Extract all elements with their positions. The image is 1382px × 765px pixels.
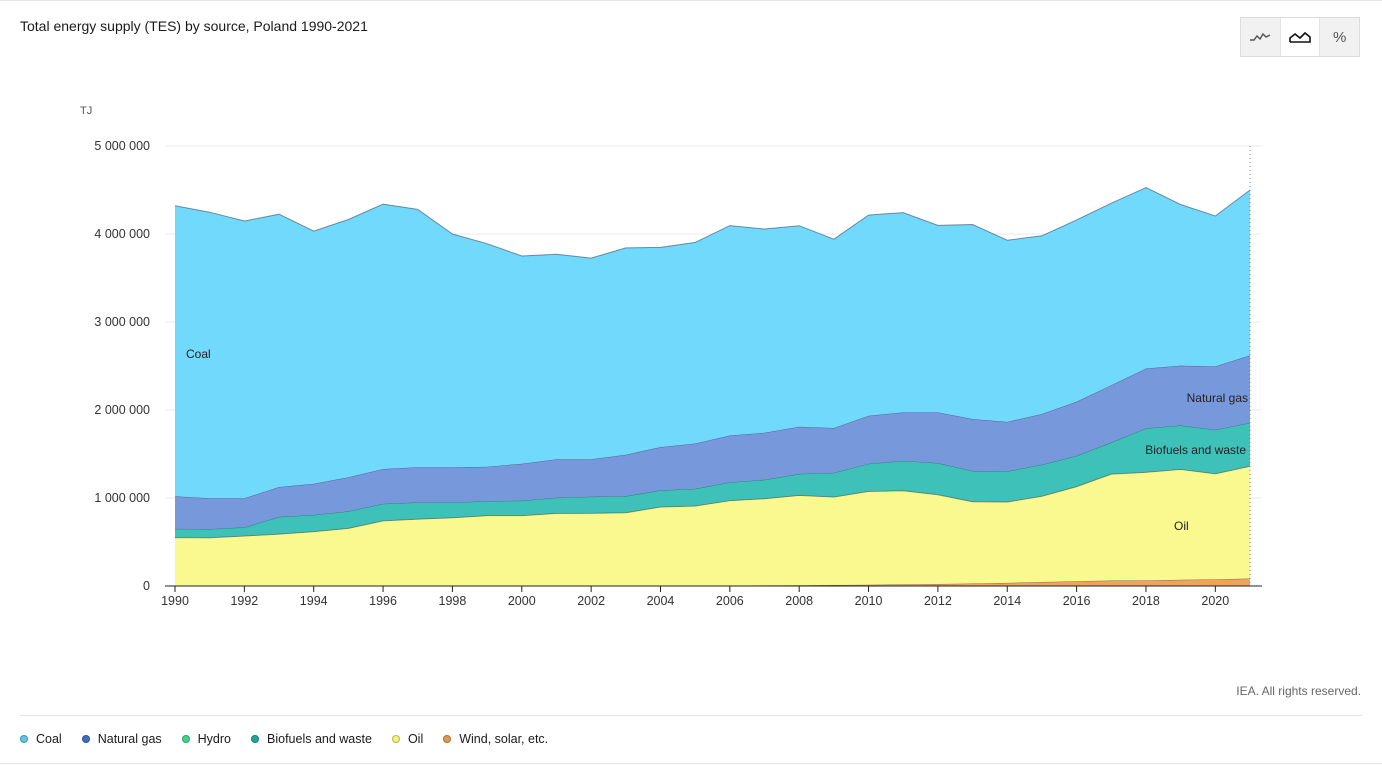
x-tick-label: 1990 <box>161 594 189 608</box>
legend-item-oil[interactable]: Oil <box>391 732 424 746</box>
x-tick-label: 2004 <box>647 594 675 608</box>
x-tick-label: 2010 <box>855 594 883 608</box>
area-label-oil: Oil <box>1174 519 1189 533</box>
chart-title: Total energy supply (TES) by source, Pol… <box>20 18 368 34</box>
y-tick-label: 4 000 000 <box>94 227 150 241</box>
area-coal <box>175 187 1250 499</box>
area-edge-line <box>174 187 1251 259</box>
x-tick-label: 2018 <box>1132 594 1160 608</box>
legend-item-wind-solar[interactable]: Wind, solar, etc. <box>443 732 548 746</box>
chart-view-toggle: % <box>1240 17 1360 57</box>
area-label-coal: Coal <box>186 347 211 361</box>
y-tick-label: 2 000 000 <box>94 403 150 417</box>
legend-dot-coal <box>20 735 28 743</box>
area-label-natural-gas: Natural gas <box>1187 391 1248 405</box>
legend-dot-natural-gas <box>81 735 90 743</box>
area-oil <box>175 466 1250 586</box>
area-label-biofuels: Biofuels and waste <box>1145 443 1246 457</box>
y-tick-label: 1 000 000 <box>94 491 150 505</box>
chart-plot: TJ 0 1 000 000 2 000 000 3 000 000 4 000 000 5… <box>80 105 1262 608</box>
percent-icon: % <box>1333 28 1347 46</box>
x-tick-label: 2012 <box>924 594 952 608</box>
x-tick-label: 2014 <box>993 594 1021 608</box>
legend-dot-biofuels <box>251 735 259 743</box>
x-tick-label: 2020 <box>1201 594 1229 608</box>
x-tick-label: 2016 <box>1063 594 1091 608</box>
x-tick-label: 1994 <box>300 594 328 608</box>
x-tick-label: 1998 <box>439 594 467 608</box>
x-tick-label: 2002 <box>577 594 605 608</box>
legend-item-hydro[interactable]: Hydro <box>181 732 231 746</box>
percent-view-button[interactable]: % <box>1319 18 1360 56</box>
x-tick-label: 2000 <box>508 594 536 608</box>
y-tick-label: 5 000 000 <box>94 139 150 153</box>
y-axis-unit: TJ <box>80 105 92 117</box>
copyright-credit: IEA. All rights reserved. <box>1236 684 1361 698</box>
area-wind-solar-etc <box>175 578 1250 586</box>
legend-dot-hydro <box>181 735 190 743</box>
legend-label-biofuels: Biofuels and waste <box>267 732 372 746</box>
legend-label-natural-gas: Natural gas <box>97 732 162 746</box>
bottom-rule <box>0 763 1382 764</box>
area-chart-icon <box>1289 31 1311 43</box>
legend-item-biofuels[interactable]: Biofuels and waste <box>251 732 372 746</box>
x-tick-label: 1996 <box>369 594 397 608</box>
y-tick-label: 3 000 000 <box>94 315 150 329</box>
legend-dot-wind-solar <box>443 735 452 743</box>
legend-item-natural-gas[interactable]: Natural gas <box>81 732 162 746</box>
legend-dot-oil <box>391 735 400 743</box>
area-natural-gas <box>175 355 1250 529</box>
line-view-button[interactable] <box>1241 18 1280 56</box>
legend-label-coal: Coal <box>36 732 62 746</box>
x-tick-label: 1992 <box>230 594 258 608</box>
legend-label-wind-solar: Wind, solar, etc. <box>459 732 549 746</box>
legend-divider <box>20 715 1362 716</box>
x-tick-label: 2006 <box>716 594 744 608</box>
line-chart-icon <box>1250 32 1271 41</box>
top-rule <box>0 0 1382 1</box>
legend-label-hydro: Hydro <box>197 732 231 746</box>
legend: Coal Natural gas Hydro Biofuels and wast… <box>20 732 548 746</box>
area-view-button[interactable] <box>1279 18 1320 56</box>
legend-label-oil: Oil <box>407 732 424 746</box>
y-tick-label: 0 <box>143 579 150 593</box>
x-tick-label: 2008 <box>785 594 813 608</box>
area-biofuels-and-waste <box>175 422 1250 538</box>
legend-item-coal[interactable]: Coal <box>20 732 62 746</box>
